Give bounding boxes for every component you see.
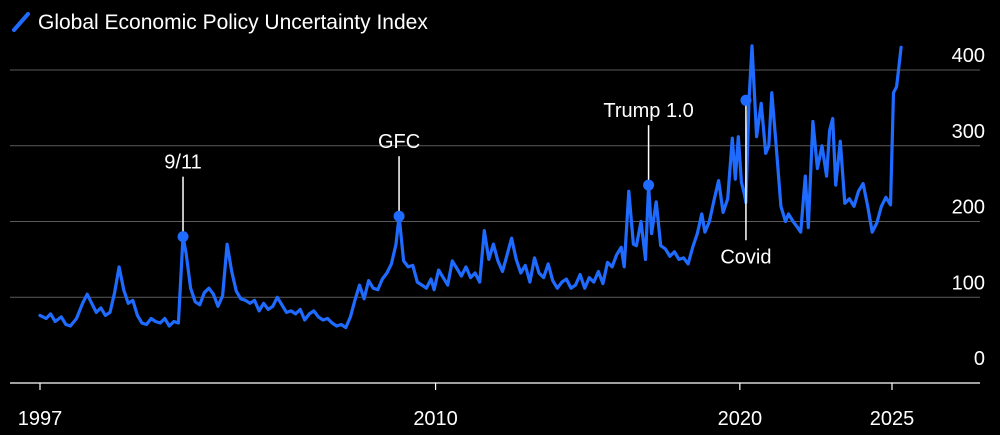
y-tick-label: 200: [952, 197, 985, 219]
annotation-label: Trump 1.0: [603, 100, 693, 122]
y-tick-label: 400: [952, 45, 985, 67]
series-line: [38, 44, 903, 330]
annotation-label: GFC: [378, 131, 420, 153]
annotation-marker: [740, 94, 752, 106]
annotation: Covid: [720, 94, 772, 268]
annotation-marker: [643, 179, 655, 191]
legend-label: Global Economic Policy Uncertainty Index: [38, 11, 428, 34]
y-axis: 0 100 200 300 400: [952, 45, 985, 370]
x-tick-label: 2020: [718, 408, 763, 430]
annotation-label: 9/11: [164, 152, 201, 174]
grid: [10, 69, 980, 298]
x-tick-label: 2025: [870, 408, 915, 430]
annotation-marker: [177, 231, 189, 243]
series-layer: [38, 44, 903, 330]
annotation-marker: [393, 210, 405, 222]
annotation: Trump 1.0: [603, 100, 694, 191]
y-tick-label: 300: [952, 121, 985, 143]
legend: Global Economic Policy Uncertainty Index: [12, 11, 428, 34]
y-tick-label: 0: [974, 348, 985, 370]
annotation: GFC: [378, 131, 420, 222]
annotation: 9/11: [164, 152, 202, 243]
x-tick-label: 2010: [413, 408, 458, 430]
annotation-label: Covid: [720, 246, 771, 268]
annotations: 9/11 GFC Trump 1.0 Covid: [164, 94, 772, 268]
x-axis: 1997 2010 2020 2025: [10, 382, 980, 430]
legend-swatch: [12, 12, 30, 32]
y-tick-label: 100: [952, 272, 985, 294]
x-tick-label: 1997: [18, 408, 63, 430]
